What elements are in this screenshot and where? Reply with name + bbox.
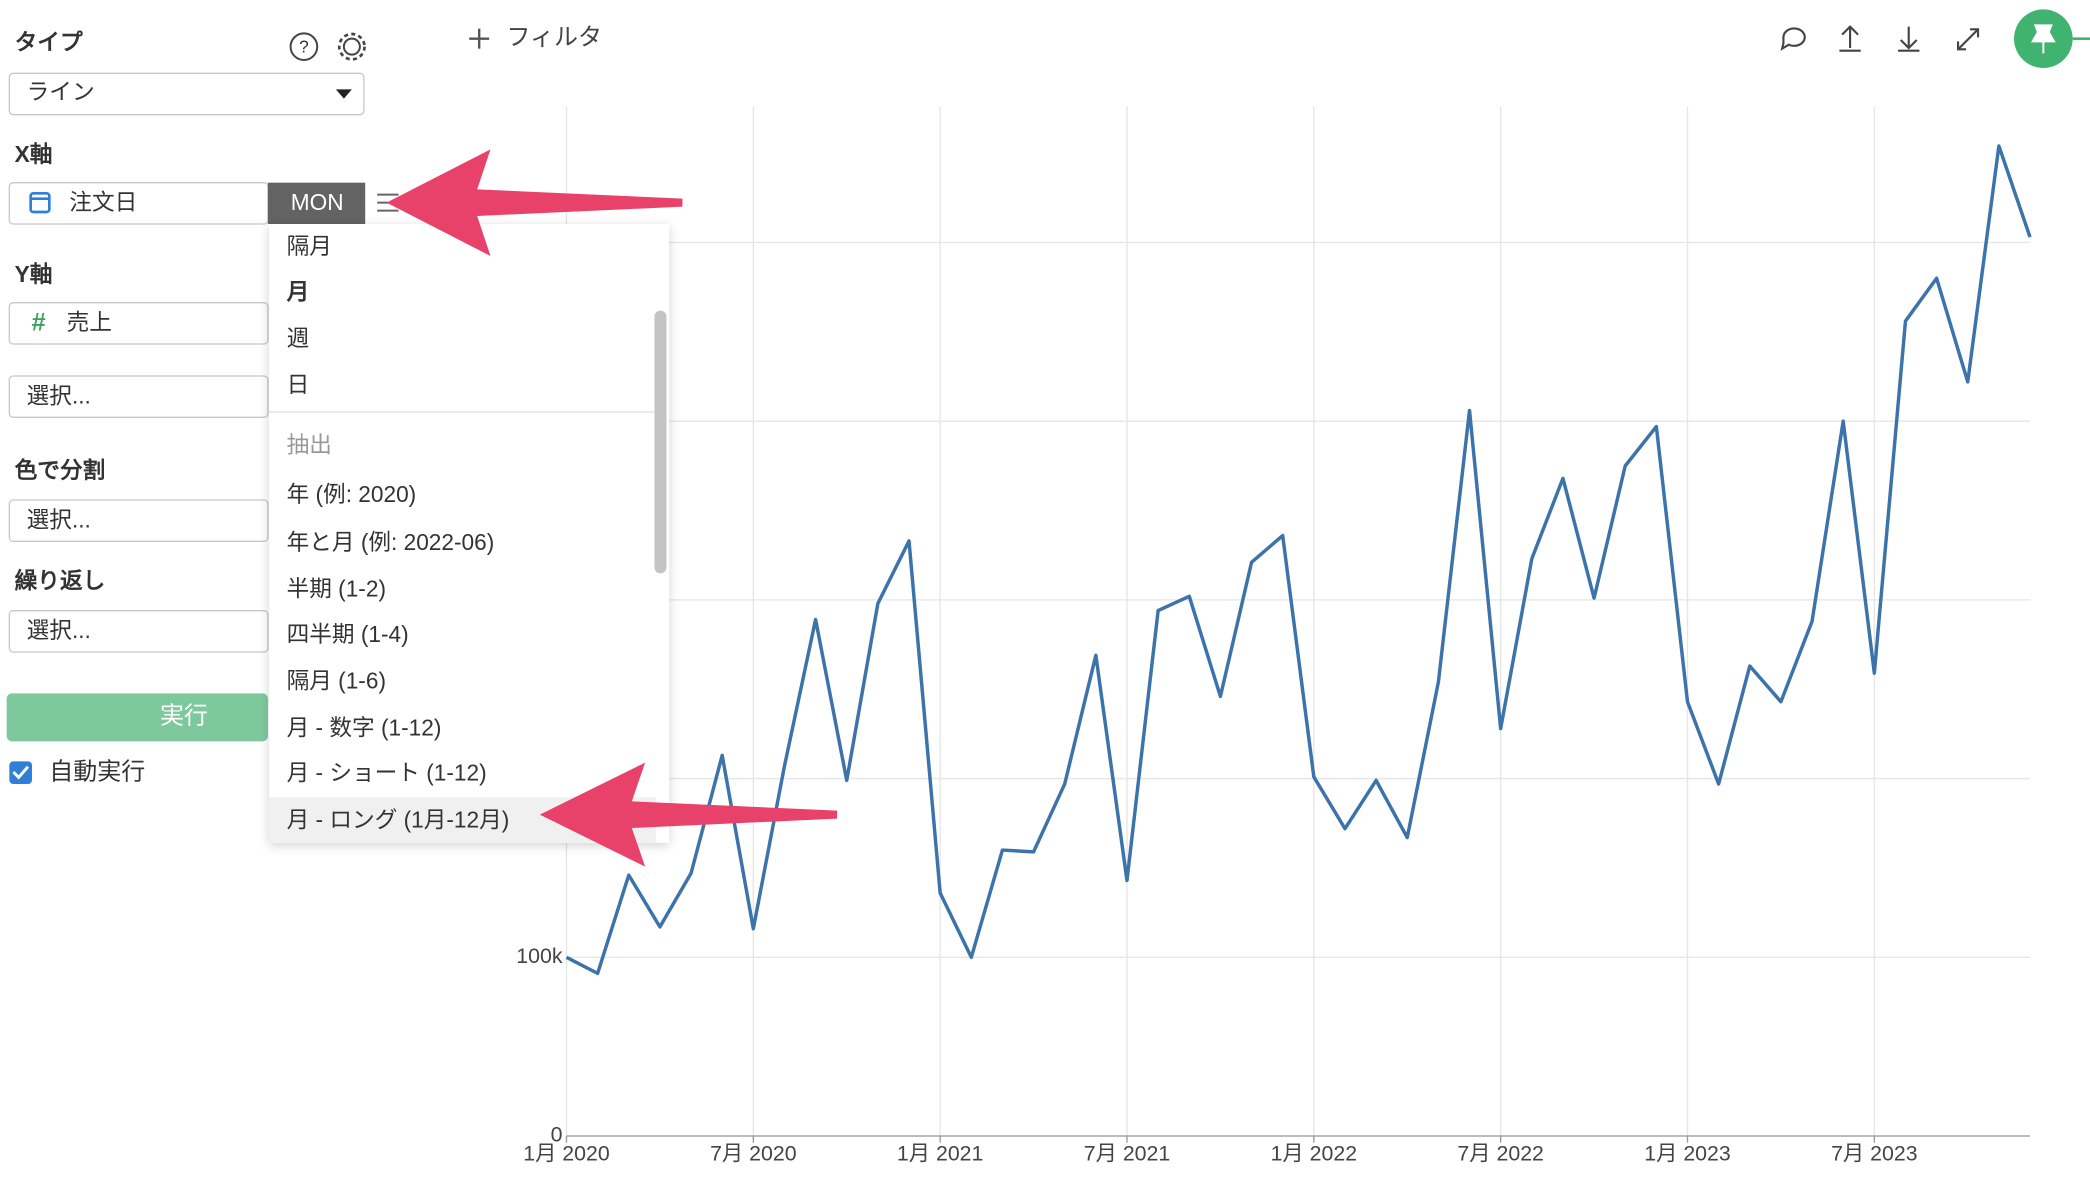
settings-icon[interactable]	[337, 32, 366, 61]
field-name: 売上	[67, 309, 112, 335]
label: Y軸	[15, 261, 53, 287]
menu-item[interactable]: 月 - ロング (1月-12月)	[287, 806, 510, 832]
filter-button[interactable]: フィルタ	[507, 24, 602, 51]
expand-icon[interactable]	[1956, 28, 1980, 51]
menu-item[interactable]: 月	[286, 278, 310, 304]
label: タイプ	[15, 29, 83, 55]
line-series	[565, 144, 2032, 976]
comment-icon[interactable]	[1780, 27, 1806, 51]
toolbar-icons	[1780, 25, 1980, 52]
select[interactable]	[8, 609, 269, 653]
arrow	[539, 762, 838, 867]
caret	[335, 89, 352, 99]
menu-item[interactable]: 隔月 (1-6)	[287, 668, 386, 694]
select-value: ライン	[27, 78, 95, 104]
unit-button[interactable]	[267, 182, 366, 224]
label: 繰り返し	[15, 568, 106, 594]
run-button[interactable]	[6, 693, 268, 742]
menu-item[interactable]: 半期 (1-2)	[287, 576, 386, 602]
menu-item[interactable]: 四半期 (1-4)	[287, 621, 409, 647]
menu-item[interactable]: 隔月	[287, 233, 332, 259]
x-tick-label: 7月 2021	[1084, 1141, 1170, 1165]
sidebar: タイプ ? ライン X軸 注文日 MON Y軸 # 売上 選択... 色で分割 …	[6, 29, 399, 786]
menu-section: 抽出	[287, 432, 332, 458]
menu-item[interactable]: 日	[287, 372, 310, 398]
placeholder: 選択...	[27, 617, 91, 643]
y-field[interactable]	[8, 302, 269, 345]
label: X軸	[15, 141, 53, 167]
calendar-icon	[29, 192, 51, 214]
field-name: 注文日	[69, 189, 137, 215]
x-tick-label: 1月 2022	[1271, 1141, 1357, 1165]
button-label: 実行	[160, 703, 208, 730]
upload-icon[interactable]	[1839, 25, 1861, 52]
x-tick-label: 1月 2021	[897, 1141, 983, 1165]
x-tick-label: 1月 2020	[523, 1141, 610, 1165]
unit-label: MON	[291, 189, 344, 215]
placeholder: 選択...	[27, 382, 91, 408]
download-icon[interactable]	[1898, 26, 1920, 52]
arrow	[386, 149, 683, 256]
help-icon[interactable]: ?	[289, 32, 319, 61]
type-select[interactable]	[8, 72, 365, 116]
y-tick-label: 100k	[516, 944, 563, 968]
x-tick-label: 7月 2020	[710, 1141, 797, 1165]
menu-item[interactable]: 月 - 数字 (1-12)	[287, 714, 442, 740]
menu-panel	[269, 224, 670, 843]
number-icon: #	[32, 309, 46, 337]
x-tick-label: 1月 2023	[1644, 1141, 1730, 1165]
x-tick-label: 7月 2023	[1831, 1141, 1917, 1165]
menu-item[interactable]: 月 - ショート (1-12)	[287, 760, 487, 786]
plus-icon[interactable]	[469, 28, 490, 49]
select[interactable]	[8, 499, 269, 542]
svg-text:?: ?	[299, 37, 309, 57]
y-tick-label: 0	[551, 1123, 563, 1147]
menu-item[interactable]: 週	[287, 325, 310, 351]
toolbar: フィルタ	[469, 9, 2090, 69]
checkbox[interactable]	[9, 761, 32, 784]
select[interactable]	[8, 375, 269, 418]
annotations	[386, 149, 838, 867]
pin-icon	[2030, 24, 2056, 54]
menu-item[interactable]: 年 (例: 2020)	[287, 481, 417, 507]
label: 色で分割	[15, 457, 106, 483]
checkbox-label: 自動実行	[49, 759, 145, 786]
x-tick-label: 7月 2022	[1457, 1141, 1543, 1165]
menu-item[interactable]: 年と月 (例: 2022-06)	[287, 529, 495, 555]
scrollbar[interactable]	[654, 310, 667, 574]
placeholder: 選択...	[27, 506, 91, 532]
